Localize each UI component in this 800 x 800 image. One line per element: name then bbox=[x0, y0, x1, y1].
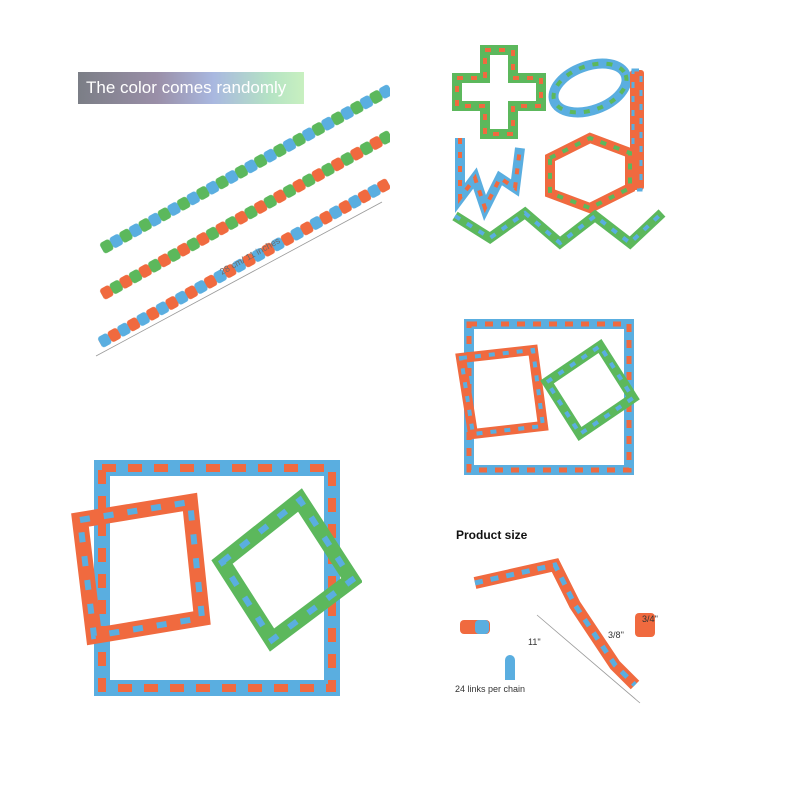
color-random-banner: The color comes randomly bbox=[78, 72, 304, 104]
link-clip bbox=[505, 655, 515, 680]
shapes-collection-photo bbox=[440, 38, 670, 268]
cross-shape bbox=[452, 45, 546, 139]
squares-small-photo bbox=[455, 310, 645, 480]
diamond-square bbox=[540, 338, 640, 442]
links-per-chain-note: 24 links per chain bbox=[455, 684, 526, 694]
length-dimension: 11'' bbox=[528, 637, 541, 647]
link-piece-right bbox=[635, 613, 655, 637]
product-size-title: Product size bbox=[456, 528, 528, 542]
chain-orange-green bbox=[98, 128, 390, 302]
chain-blue-orange bbox=[96, 176, 390, 350]
oval-shape bbox=[548, 58, 632, 118]
chain-green-blue bbox=[98, 82, 390, 256]
inner-square-left bbox=[455, 344, 549, 440]
measure-line bbox=[95, 201, 383, 357]
squares-large-photo bbox=[62, 450, 362, 710]
product-size-diagram bbox=[455, 545, 670, 710]
height-dimension: 3/8'' bbox=[608, 630, 624, 640]
width-dimension: 3/4'' bbox=[642, 614, 658, 624]
straight-chains-photo bbox=[70, 60, 390, 370]
chain-diagram bbox=[473, 558, 640, 690]
zigzag-shape bbox=[452, 206, 666, 250]
